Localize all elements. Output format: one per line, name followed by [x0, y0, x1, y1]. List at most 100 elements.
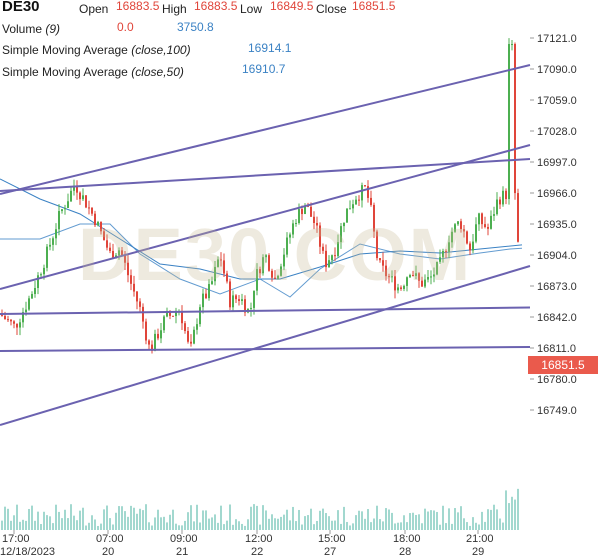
candle-body [136, 291, 138, 302]
candle-body [106, 240, 108, 248]
volume-bar [400, 522, 402, 530]
sma100-line [0, 178, 523, 280]
candle-body [310, 206, 312, 217]
candle-body [445, 250, 447, 252]
candle-body [457, 221, 459, 225]
candle-body [442, 250, 444, 258]
candle-body [91, 207, 93, 214]
candle-body [277, 275, 279, 279]
volume-bar [22, 519, 24, 530]
candle-body [325, 250, 327, 268]
candle-body [232, 295, 234, 308]
candle-body [73, 186, 75, 191]
volume-bar [421, 523, 423, 530]
candle-body [265, 255, 267, 258]
volume-bar [160, 517, 162, 530]
volume-bar [484, 521, 486, 530]
candle-body [148, 340, 150, 345]
volume-bar [217, 522, 219, 530]
volume-bar [517, 488, 519, 530]
volume-bar [181, 525, 183, 530]
volume-bar [487, 509, 489, 530]
candle-body [376, 231, 378, 259]
candle-body [217, 259, 219, 267]
volume-bar [226, 520, 228, 530]
volume-bar [409, 513, 411, 530]
candle-body [322, 246, 324, 251]
candle-body [34, 287, 36, 295]
moving-average-lines [0, 178, 523, 298]
candle-body [403, 285, 405, 289]
candle-body [235, 295, 237, 300]
volume-bar [292, 506, 294, 530]
volume-bar [13, 515, 15, 530]
volume-bar [61, 518, 63, 530]
trendline [0, 144, 531, 290]
volume-bar [91, 515, 93, 530]
volume-bar [4, 506, 6, 530]
candle-body [385, 265, 387, 277]
volume-bar [277, 518, 279, 530]
volume-bar [259, 524, 261, 530]
candle-body [292, 223, 294, 235]
volume-bar [178, 525, 180, 530]
x-tick-date: 20 [102, 546, 114, 558]
volume-bar [274, 518, 276, 530]
candle-body [256, 269, 258, 291]
candle-body [151, 344, 153, 351]
candle-body [334, 255, 336, 257]
volume-bar [85, 525, 87, 530]
candle-body [391, 276, 393, 278]
volume-bar [163, 516, 165, 530]
y-tick-label: 16935.0 [537, 219, 577, 231]
y-tick-label: 16780.0 [537, 374, 577, 386]
candle-body [298, 209, 300, 224]
candle-body [319, 225, 321, 247]
candle-body [475, 224, 477, 242]
candle-body [370, 197, 372, 205]
volume-bar [193, 521, 195, 530]
trendlines [0, 64, 531, 426]
volume-bar [154, 517, 156, 530]
volume-bar [379, 519, 381, 530]
volume-bar [235, 519, 237, 530]
volume-bar [220, 505, 222, 530]
volume-bar [361, 511, 363, 530]
candle-body [28, 298, 30, 310]
candle-body [70, 190, 72, 202]
candle-body [313, 216, 315, 223]
volume-bar [271, 514, 273, 530]
volume-bar [175, 523, 177, 530]
candle-body [466, 231, 468, 244]
volume-bar [514, 499, 516, 530]
candle-body [460, 221, 462, 230]
volume-bar [49, 516, 51, 530]
trendline [0, 64, 531, 195]
volume-bar [184, 520, 186, 530]
candle-body [19, 322, 21, 328]
candle-body [463, 229, 465, 232]
candle-body [268, 255, 270, 271]
candle-body [226, 273, 228, 282]
x-tick-date: 22 [251, 546, 263, 558]
candle-body [490, 215, 492, 229]
candle-body [16, 323, 18, 328]
candle-body [472, 241, 474, 251]
volume-bar [265, 510, 267, 530]
volume-bar [70, 504, 72, 530]
volume-bar [229, 504, 231, 530]
candle-body [514, 44, 516, 194]
volume-bar [397, 522, 399, 530]
candle-body [397, 287, 399, 291]
volume-bar [250, 506, 252, 530]
candle-body [67, 201, 69, 208]
volume-bar [73, 515, 75, 530]
candle-body [262, 257, 264, 274]
volume-bar [142, 510, 144, 530]
volume-bar [103, 509, 105, 530]
candle-body [184, 323, 186, 331]
volume-bar [16, 504, 18, 530]
volume-bar [34, 520, 36, 530]
volume-bar [367, 509, 369, 530]
